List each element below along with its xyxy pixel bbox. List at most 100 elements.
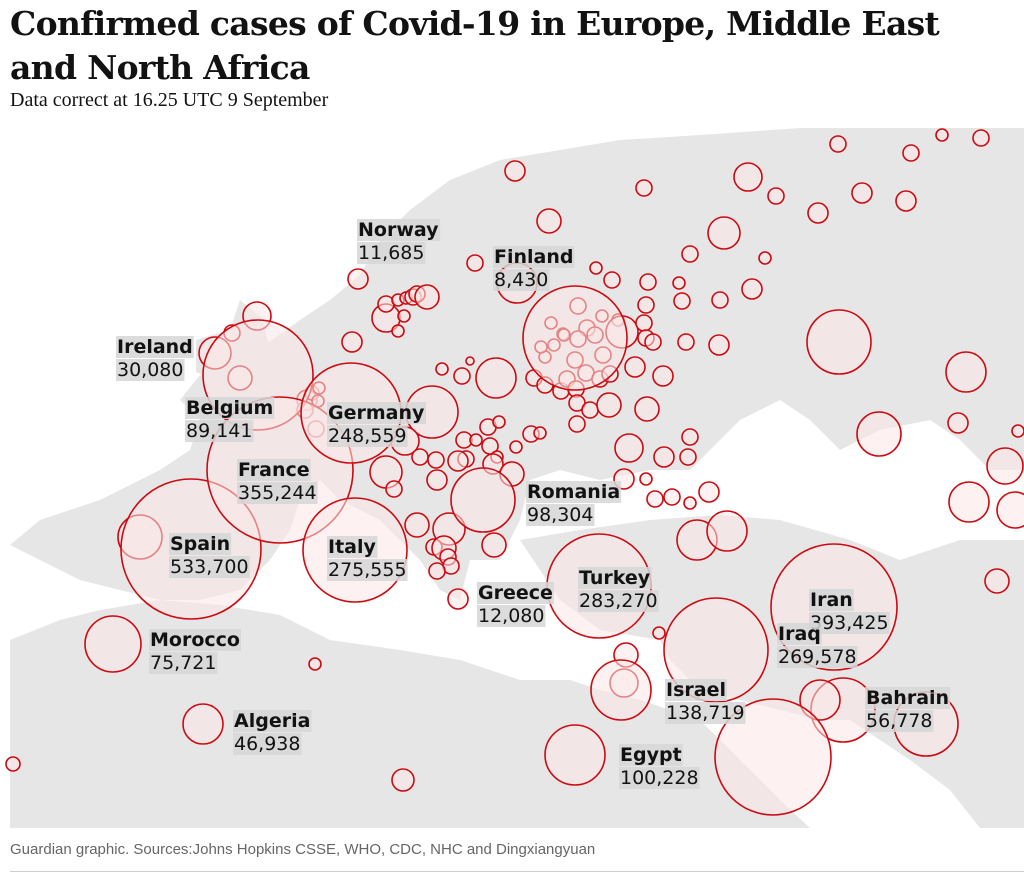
case-circle [391,324,405,338]
label-spain-name: Spain [170,533,230,555]
case-circle [397,309,411,323]
case-circle [84,615,142,673]
label-greece-cases: 12,080 [478,605,544,627]
case-circle [447,450,469,472]
label-background [493,269,550,291]
case-circle [624,356,646,378]
case-circle [902,144,920,162]
label-background [477,605,546,627]
label-germany-name: Germany [328,402,425,424]
case-circle [856,411,902,457]
case-circle [504,160,526,182]
case-circle [308,657,322,671]
case-circle [681,245,699,263]
case-circle [646,490,664,508]
case-circle [945,351,987,393]
case-circle [935,128,949,142]
label-background [578,567,652,589]
label-algeria-cases: 46,938 [234,733,300,755]
case-circle [698,481,720,503]
case-circle-large [714,698,832,816]
case-circle [683,496,697,510]
case-circle [341,331,363,353]
label-ireland-name: Ireland [117,336,193,358]
case-circle [466,254,484,272]
case-circle [972,129,990,147]
label-background [665,702,746,724]
case-circle [644,333,662,351]
label-morocco-name: Morocco [150,629,240,651]
label-background [327,402,426,424]
case-circle [948,481,990,523]
label-background [116,359,185,381]
label-background [327,536,378,558]
case-circle [652,365,674,387]
case-circle [677,333,695,351]
case-circle [435,362,449,376]
case-circle [706,510,748,552]
label-background [619,744,683,766]
case-circle [708,334,730,356]
case-circle [947,412,969,434]
label-background [526,481,622,503]
case-circle [581,401,599,419]
case-circle [673,292,691,310]
label-background [865,687,951,709]
case-circle [767,187,785,205]
label-finland-cases: 8,430 [494,269,548,291]
case-circle [635,179,653,197]
label-background [185,397,275,419]
label-egypt-name: Egypt [620,744,682,766]
label-background [237,482,318,504]
case-circle [5,756,21,772]
label-norway-cases: 11,685 [358,242,424,264]
case-circle [404,512,430,538]
label-greece-name: Greece [478,582,553,604]
footer-divider [10,871,1024,872]
label-spain-cases: 533,700 [170,556,249,578]
chart-title: Confirmed cases of Covid-19 in Europe, M… [10,4,940,87]
label-background [477,582,554,604]
label-background [578,590,659,612]
label-background [493,246,575,268]
label-iraq-name: Iraq [778,623,821,645]
label-background [809,612,890,634]
case-circle [1011,424,1024,438]
label-background [777,646,858,668]
case-circle [733,162,763,192]
case-circle [614,433,644,463]
label-background [149,652,218,674]
case-circle [492,415,506,429]
case-circle [182,703,224,745]
case-circle [652,626,666,640]
label-finland-name: Finland [494,246,573,268]
case-circle [469,433,483,447]
label-belgium-name: Belgium [186,397,273,419]
land-scandinavia [360,175,520,330]
label-israel-cases: 138,719 [666,702,745,724]
label-morocco-cases: 75,721 [150,652,216,674]
case-circle [634,396,660,422]
case-circle [475,357,517,399]
label-france-name: France [238,459,310,481]
case-circle [533,426,547,440]
label-background [809,589,854,611]
label-france-cases: 355,244 [238,482,317,504]
case-circle [663,488,681,506]
label-iran-cases: 393,425 [810,612,889,634]
label-background [149,629,241,651]
label-romania-name: Romania [527,481,620,503]
case-circle [681,428,699,446]
source-note: Guardian graphic. Sources:Johns Hopkins … [10,841,596,858]
case-circle [447,588,469,610]
case-circle [637,296,655,314]
label-iran-name: Iran [810,589,853,611]
label-background [327,425,408,447]
case-circle [428,562,446,580]
case-circle [411,448,429,466]
case-circle [758,251,772,265]
case-circle [799,679,841,721]
label-bahrain-name: Bahrain [866,687,949,709]
